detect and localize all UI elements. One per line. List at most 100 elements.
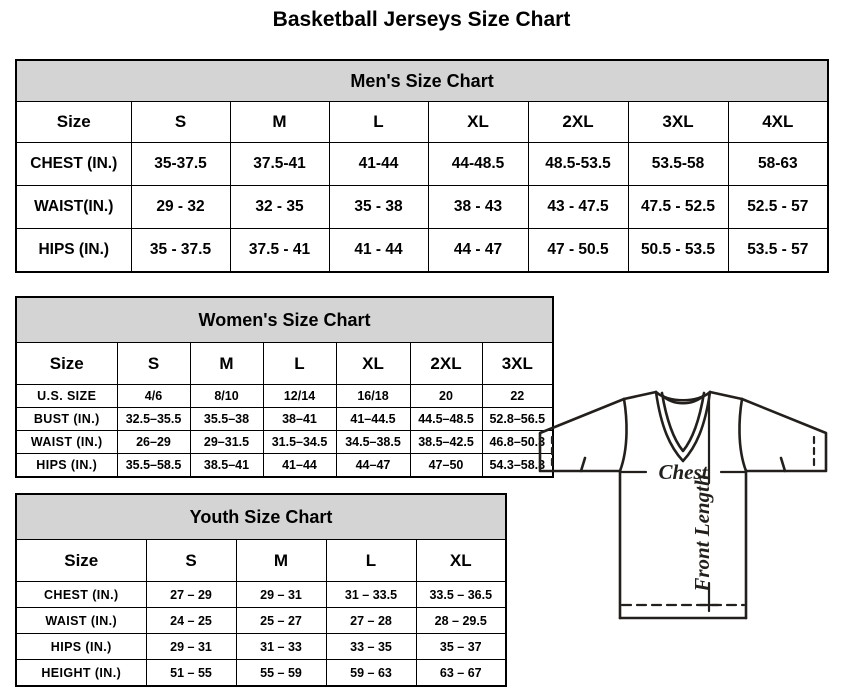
womens-cell: 35.5–38: [189, 407, 264, 431]
mens-cell: 53.5-58: [627, 142, 729, 186]
womens-cell: 38.5–42.5: [409, 430, 483, 454]
womens-header-cell-4: XL: [335, 342, 411, 385]
youth-cell: 28 – 29.5: [415, 607, 507, 634]
mens-cell: 43 - 47.5: [527, 185, 629, 229]
mens-header-cell-2: M: [229, 101, 330, 143]
youth-cell: 59 – 63: [325, 659, 417, 687]
youth-caption-row: Youth Size Chart: [15, 493, 507, 540]
table-row: HEIGHT (IN.) 51 – 55 55 – 59 59 – 63 63 …: [15, 659, 507, 687]
table-row: HIPS (IN.) 29 – 31 31 – 33 33 – 35 35 – …: [15, 633, 507, 660]
right-sleeve-outline: [740, 397, 828, 473]
womens-header-cell-6: 3XL: [481, 342, 554, 385]
mens-cell: 47.5 - 52.5: [627, 185, 729, 229]
right-armhole: [738, 397, 748, 473]
left-armhole: [618, 397, 628, 473]
womens-cell: 8/10: [189, 384, 264, 408]
mens-caption-row: Men's Size Chart: [15, 59, 829, 102]
youth-row-label: WAIST (IN.): [15, 607, 147, 634]
youth-cell: 33 – 35: [325, 633, 417, 660]
table-row: WAIST (IN.) 24 – 25 25 – 27 27 – 28 28 –…: [15, 607, 507, 634]
womens-header-cell-1: S: [116, 342, 191, 385]
youth-size-chart: Youth Size Chart Size S M L XL CHEST (IN…: [15, 493, 507, 687]
womens-cell: 34.5–38.5: [335, 430, 411, 454]
womens-cell: 38–41: [262, 407, 337, 431]
left-shoulder-seam: [622, 390, 658, 401]
womens-cell: 4/6: [116, 384, 191, 408]
mens-cell: 35 - 38: [328, 185, 429, 229]
youth-chart-caption: Youth Size Chart: [15, 493, 507, 540]
womens-cell: 16/18: [335, 384, 411, 408]
womens-cell: 20: [409, 384, 483, 408]
mens-header-cell-4: XL: [427, 101, 529, 143]
jersey-measurement-diagram: Chest Front Length: [528, 355, 838, 655]
page-title: Basketball Jerseys Size Chart: [272, 8, 571, 31]
youth-cell: 24 – 25: [145, 607, 237, 634]
youth-header-cell-4: XL: [415, 539, 507, 582]
v-neck-inner: [660, 391, 706, 453]
womens-caption-row: Women's Size Chart: [15, 296, 554, 343]
womens-row-label: BUST (IN.): [15, 407, 118, 431]
womens-cell: 31.5–34.5: [262, 430, 337, 454]
youth-cell: 25 – 27: [235, 607, 327, 634]
mens-header-cell-1: S: [130, 101, 231, 143]
youth-header-cell-2: M: [235, 539, 327, 582]
youth-header-cell-1: S: [145, 539, 237, 582]
table-row: HIPS (IN.) 35.5–58.5 38.5–41 41–44 44–47…: [15, 453, 554, 478]
mens-cell: 37.5 - 41: [229, 228, 330, 273]
womens-cell: 32.5–35.5: [116, 407, 191, 431]
mens-cell: 47 - 50.5: [527, 228, 629, 273]
youth-cell: 31 – 33: [235, 633, 327, 660]
mens-cell: 41-44: [328, 142, 429, 186]
womens-size-chart: Women's Size Chart Size S M L XL 2XL 3XL…: [15, 296, 555, 478]
table-row: U.S. SIZE 4/6 8/10 12/14 16/18 20 22: [15, 384, 554, 408]
womens-cell: 41–44: [262, 453, 337, 478]
womens-cell: 29–31.5: [189, 430, 264, 454]
womens-chart-caption: Women's Size Chart: [15, 296, 554, 343]
womens-cell: 41–44.5: [335, 407, 411, 431]
youth-cell: 63 – 67: [415, 659, 507, 687]
mens-cell: 38 - 43: [427, 185, 529, 229]
youth-cell: 33.5 – 36.5: [415, 581, 507, 608]
mens-size-table: Men's Size Chart Size S M L XL 2XL 3XL 4…: [15, 59, 830, 273]
right-shoulder-seam: [708, 390, 744, 401]
womens-header-cell-5: 2XL: [409, 342, 483, 385]
mens-cell: 41 - 44: [328, 228, 429, 273]
youth-row-label: CHEST (IN.): [15, 581, 147, 608]
mens-header-cell-7: 4XL: [727, 101, 829, 143]
mens-cell: 53.5 - 57: [727, 228, 829, 273]
mens-header-cell-0: Size: [15, 101, 132, 143]
mens-cell: 44-48.5: [427, 142, 529, 186]
youth-cell: 27 – 29: [145, 581, 237, 608]
womens-cell: 12/14: [262, 384, 337, 408]
youth-cell: 31 – 33.5: [325, 581, 417, 608]
mens-cell: 35-37.5: [130, 142, 231, 186]
womens-header-cell-3: L: [262, 342, 337, 385]
youth-cell: 27 – 28: [325, 607, 417, 634]
mens-cell: 37.5-41: [229, 142, 330, 186]
mens-row-label: HIPS (IN.): [15, 228, 132, 273]
mens-chart-caption: Men's Size Chart: [15, 59, 829, 102]
mens-header-cell-3: L: [328, 101, 429, 143]
youth-cell: 55 – 59: [235, 659, 327, 687]
table-row: BUST (IN.) 32.5–35.5 35.5–38 38–41 41–44…: [15, 407, 554, 431]
womens-cell: 35.5–58.5: [116, 453, 191, 478]
left-sleeve-outline: [538, 397, 626, 473]
womens-row-label: WAIST (IN.): [15, 430, 118, 454]
womens-cell: 46.8–50.3: [481, 430, 554, 454]
v-neck-outer: [654, 390, 712, 463]
womens-cell: 38.5–41: [189, 453, 264, 478]
youth-row-label: HIPS (IN.): [15, 633, 147, 660]
collar-arc-inner: [660, 393, 706, 405]
mens-cell: 32 - 35: [229, 185, 330, 229]
womens-cell: 47–50: [409, 453, 483, 478]
youth-header-cell-0: Size: [15, 539, 147, 582]
mens-row-label: WAIST(IN.): [15, 185, 132, 229]
womens-header-row: Size S M L XL 2XL 3XL: [15, 342, 554, 385]
womens-row-label: U.S. SIZE: [15, 384, 118, 408]
mens-cell: 44 - 47: [427, 228, 529, 273]
mens-cell: 52.5 - 57: [727, 185, 829, 229]
table-row: WAIST(IN.) 29 - 32 32 - 35 35 - 38 38 - …: [15, 185, 829, 229]
mens-cell: 29 - 32: [130, 185, 231, 229]
womens-size-table: Women's Size Chart Size S M L XL 2XL 3XL…: [15, 296, 555, 478]
front-length-label: Front Length: [690, 474, 714, 592]
